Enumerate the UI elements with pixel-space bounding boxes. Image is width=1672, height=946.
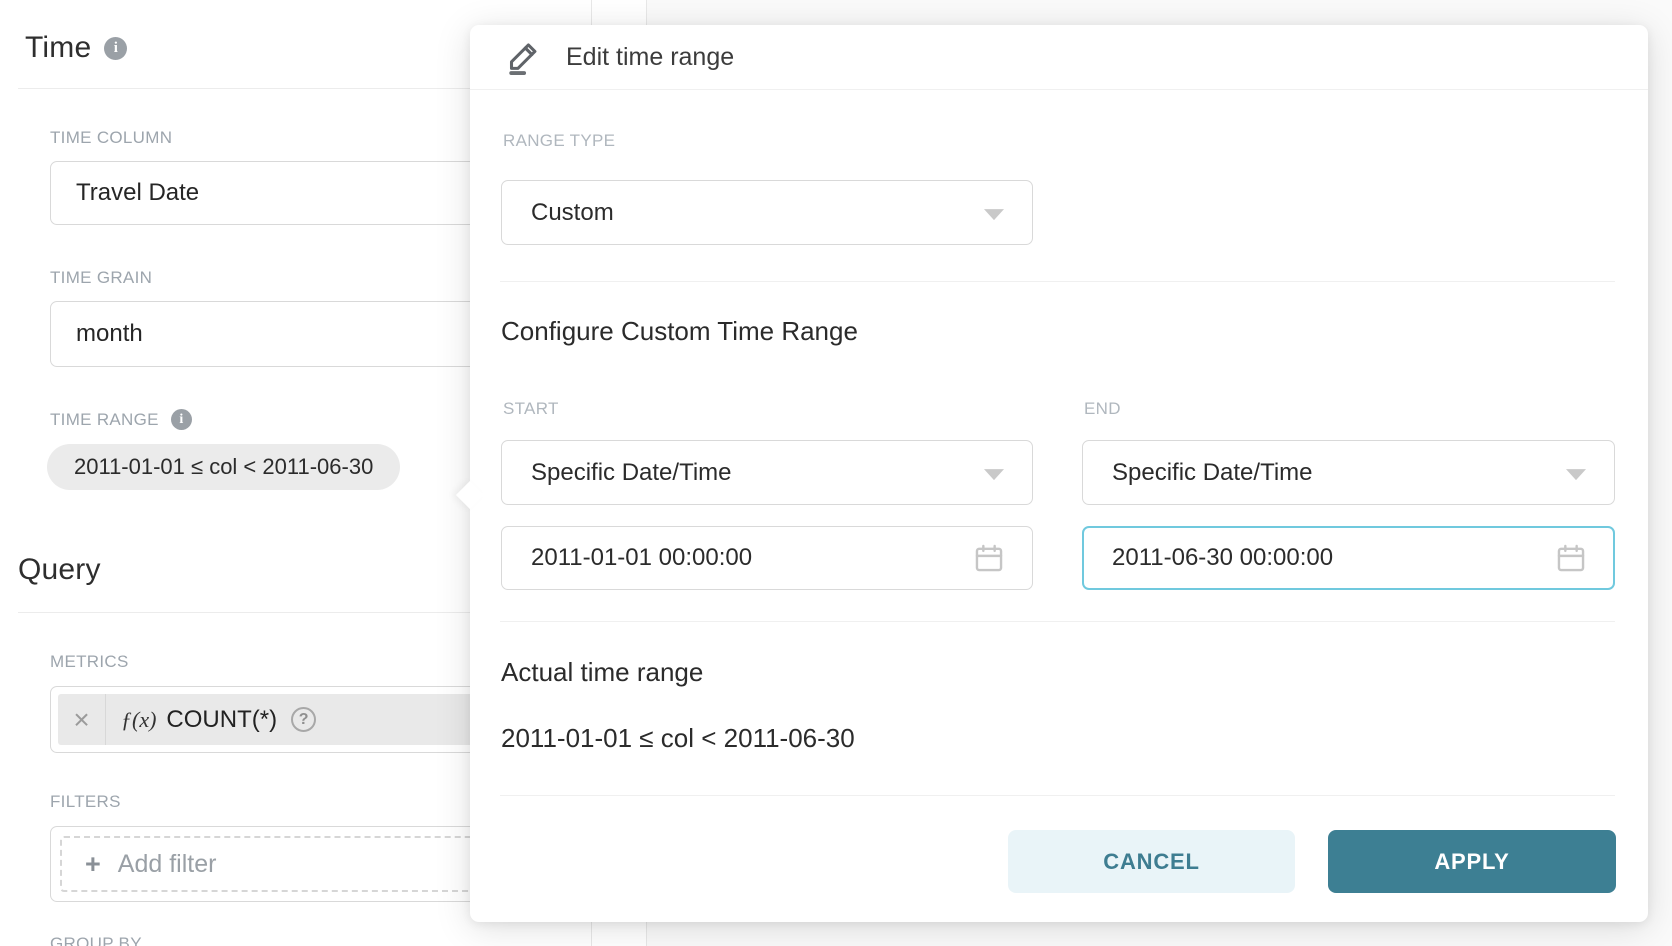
- section-divider: [18, 88, 592, 89]
- calendar-icon[interactable]: [972, 541, 1006, 575]
- time-range-header: TIME RANGE i: [50, 409, 192, 430]
- time-column-label: TIME COLUMN: [50, 128, 173, 147]
- group-by-label: GROUP BY: [50, 934, 142, 946]
- caret-down-icon: [984, 208, 1004, 220]
- divider: [500, 621, 1615, 622]
- time-range-label: TIME RANGE: [50, 409, 159, 429]
- cancel-button[interactable]: CANCEL: [1008, 830, 1295, 893]
- add-filter-label: Add filter: [117, 849, 217, 878]
- remove-metric-icon[interactable]: ×: [58, 694, 106, 745]
- edit-time-range-popover: Edit time range RANGE TYPE Custom Config…: [455, 25, 1648, 922]
- start-datetime-input[interactable]: 2011-01-01 00:00:00: [501, 526, 1033, 590]
- time-section-header: Time i: [25, 31, 128, 65]
- time-column-value: Travel Date: [76, 179, 200, 206]
- divider: [500, 281, 1615, 282]
- divider: [500, 795, 1615, 796]
- start-datetime-value: 2011-01-01 00:00:00: [531, 544, 753, 571]
- help-icon[interactable]: ?: [291, 707, 317, 732]
- time-range-pill-value: 2011-01-01 ≤ col < 2011-06-30: [74, 454, 374, 479]
- metrics-label: METRICS: [50, 652, 129, 671]
- metric-label-value: COUNT(*): [166, 705, 278, 733]
- query-section-header: Query: [18, 553, 101, 587]
- end-type-value: Specific Date/Time: [1112, 458, 1313, 486]
- start-type-select[interactable]: Specific Date/Time: [501, 440, 1033, 505]
- caret-down-icon: [1566, 468, 1586, 480]
- info-icon[interactable]: i: [104, 36, 128, 60]
- time-grain-input[interactable]: month: [50, 301, 550, 367]
- configure-heading: Configure Custom Time Range: [501, 316, 858, 346]
- range-type-value: Custom: [531, 198, 614, 226]
- start-type-value: Specific Date/Time: [531, 458, 732, 486]
- range-type-select[interactable]: Custom: [501, 180, 1033, 245]
- apply-button[interactable]: APPLY: [1328, 830, 1616, 893]
- time-grain-label: TIME GRAIN: [50, 268, 153, 287]
- popover-title: Edit time range: [566, 42, 735, 71]
- popover-header: Edit time range: [470, 25, 1648, 90]
- start-label: START: [503, 399, 559, 418]
- calendar-icon[interactable]: [1554, 541, 1588, 575]
- time-column-input[interactable]: Travel Date: [50, 161, 550, 225]
- section-divider: [18, 612, 592, 613]
- plus-icon: +: [85, 848, 101, 879]
- time-range-pill[interactable]: 2011-01-01 ≤ col < 2011-06-30: [47, 444, 401, 490]
- time-section-title: Time: [25, 31, 92, 64]
- info-icon[interactable]: i: [170, 409, 192, 430]
- filters-label: FILTERS: [50, 792, 121, 811]
- actual-time-range-heading: Actual time range: [501, 657, 704, 687]
- caret-down-icon: [984, 468, 1004, 480]
- end-label: END: [1084, 399, 1121, 418]
- edit-pencil-icon: [505, 39, 541, 75]
- time-grain-value: month: [76, 320, 143, 347]
- actual-time-range-value: 2011-01-01 ≤ col < 2011-06-30: [501, 723, 855, 753]
- query-section-title: Query: [18, 553, 101, 586]
- end-datetime-input[interactable]: 2011-06-30 00:00:00: [1082, 526, 1615, 590]
- end-datetime-value: 2011-06-30 00:00:00: [1112, 544, 1334, 571]
- range-type-label: RANGE TYPE: [503, 131, 616, 150]
- end-type-select[interactable]: Specific Date/Time: [1082, 440, 1615, 505]
- fx-icon: ƒ(x): [121, 706, 157, 732]
